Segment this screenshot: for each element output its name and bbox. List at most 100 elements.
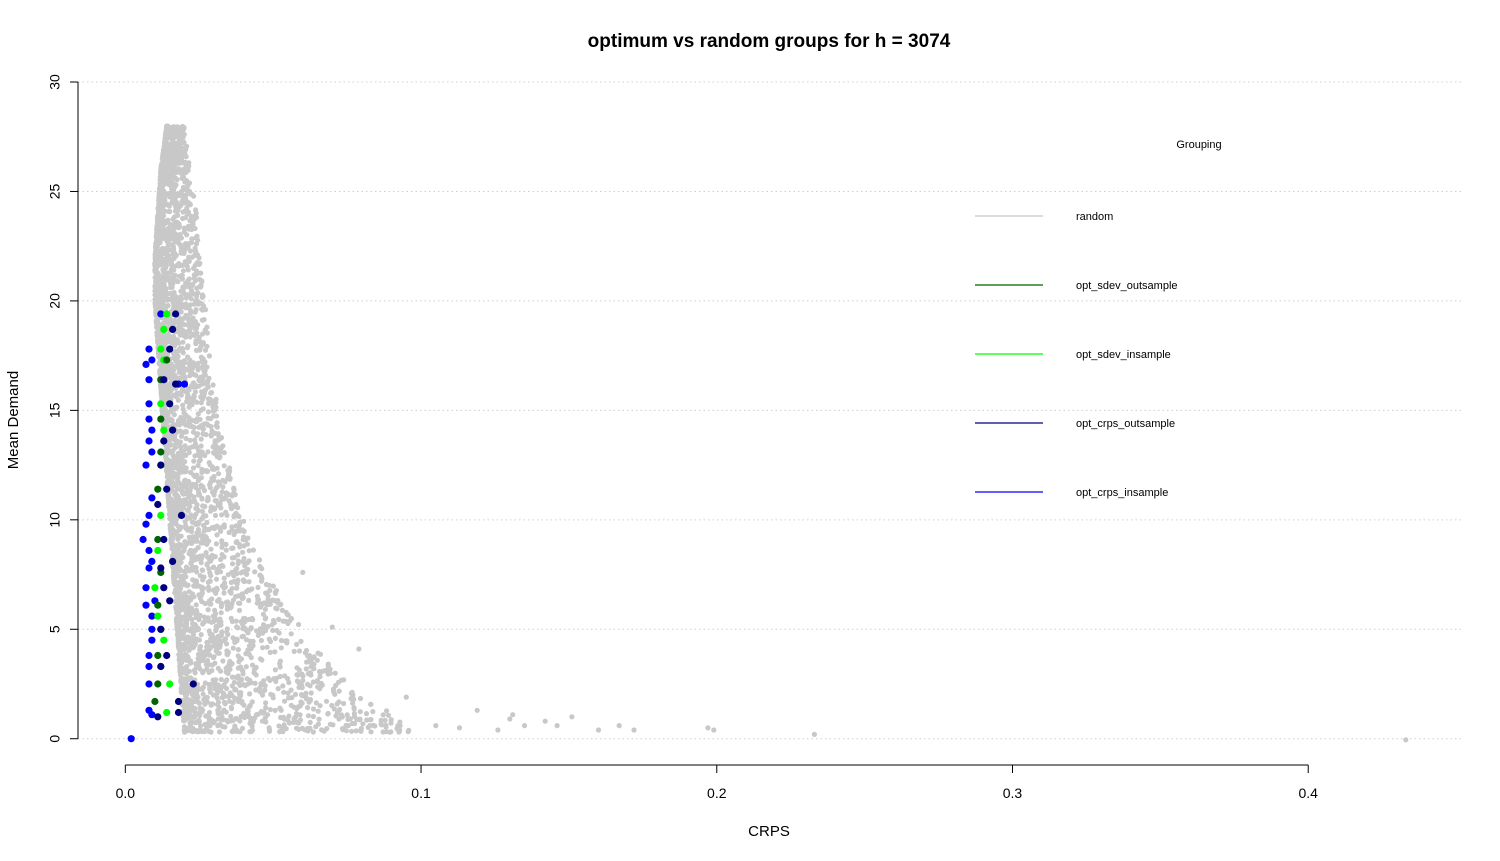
point-opt_crps_outsample bbox=[157, 564, 165, 572]
point-opt_sdev_outsample bbox=[157, 415, 165, 423]
random-point bbox=[225, 631, 231, 638]
random-point bbox=[178, 203, 184, 209]
random-point bbox=[187, 302, 193, 308]
random-point bbox=[157, 185, 163, 191]
random-point bbox=[306, 653, 313, 659]
random-point bbox=[167, 208, 173, 215]
random-point bbox=[160, 366, 166, 372]
random-point bbox=[201, 303, 207, 309]
random-point bbox=[178, 601, 184, 607]
random-point bbox=[348, 696, 354, 702]
random-point bbox=[249, 723, 255, 729]
random-point bbox=[210, 692, 217, 698]
random-point bbox=[245, 535, 251, 541]
random-point bbox=[185, 223, 191, 229]
random-point bbox=[157, 289, 163, 295]
random-point bbox=[186, 258, 192, 264]
random-point bbox=[176, 327, 183, 333]
random-point bbox=[240, 549, 246, 555]
random-point bbox=[165, 332, 171, 338]
random-point bbox=[221, 450, 227, 456]
random-point bbox=[186, 449, 192, 456]
random-point bbox=[332, 691, 338, 697]
random-point bbox=[163, 286, 169, 292]
random-point bbox=[198, 560, 204, 566]
random-point bbox=[211, 492, 217, 498]
random-point bbox=[171, 412, 177, 418]
random-point bbox=[153, 288, 160, 294]
random-point bbox=[191, 371, 197, 378]
random-point bbox=[183, 574, 189, 580]
random-point bbox=[187, 311, 193, 317]
point-opt_crps_outsample bbox=[169, 426, 177, 434]
random-point bbox=[208, 546, 214, 552]
random-point bbox=[259, 657, 265, 663]
random-point bbox=[631, 727, 637, 733]
random-point bbox=[286, 679, 292, 686]
random-point bbox=[339, 714, 345, 720]
random-point bbox=[258, 637, 264, 644]
random-point bbox=[230, 700, 236, 706]
random-point bbox=[384, 708, 390, 714]
random-point bbox=[183, 241, 189, 247]
random-point bbox=[276, 616, 282, 623]
random-point bbox=[235, 625, 241, 631]
random-point bbox=[180, 652, 186, 658]
random-point bbox=[199, 533, 205, 539]
random-point bbox=[322, 668, 328, 674]
random-point bbox=[270, 627, 276, 634]
point-opt_crps_outsample bbox=[157, 662, 165, 671]
random-point bbox=[282, 698, 288, 704]
random-point bbox=[292, 691, 299, 698]
random-point bbox=[217, 644, 223, 651]
random-point bbox=[221, 524, 227, 530]
random-point bbox=[213, 423, 219, 429]
random-point bbox=[255, 584, 261, 591]
random-point bbox=[195, 699, 201, 705]
random-point bbox=[277, 705, 283, 711]
random-point bbox=[235, 558, 241, 564]
random-point bbox=[294, 641, 300, 648]
random-point bbox=[166, 471, 172, 477]
random-point bbox=[175, 279, 181, 285]
random-point bbox=[157, 240, 163, 246]
random-point bbox=[183, 452, 189, 458]
random-point bbox=[211, 719, 218, 725]
random-point bbox=[186, 423, 192, 429]
random-point bbox=[296, 621, 302, 628]
random-point bbox=[174, 598, 180, 604]
random-point bbox=[172, 482, 178, 488]
random-point bbox=[172, 221, 178, 227]
random-point bbox=[181, 481, 187, 487]
random-point bbox=[199, 449, 205, 455]
random-point bbox=[175, 593, 181, 600]
random-point bbox=[176, 144, 182, 150]
random-point bbox=[181, 547, 187, 554]
random-point bbox=[174, 124, 180, 130]
random-point bbox=[227, 690, 233, 696]
random-point bbox=[206, 714, 212, 721]
point-opt_crps_outsample bbox=[160, 376, 168, 384]
random-point bbox=[193, 340, 199, 346]
random-point bbox=[184, 627, 190, 633]
random-point bbox=[181, 321, 187, 328]
random-point bbox=[164, 443, 170, 449]
random-point bbox=[235, 653, 241, 659]
random-point bbox=[217, 640, 223, 646]
random-point bbox=[209, 701, 215, 707]
random-point bbox=[174, 562, 180, 568]
random-point bbox=[257, 604, 264, 610]
point-opt_crps_insample bbox=[145, 345, 153, 353]
random-point bbox=[176, 466, 182, 472]
random-point bbox=[209, 668, 215, 674]
point-opt_sdev_outsample bbox=[154, 535, 162, 544]
random-point bbox=[232, 695, 238, 701]
random-point bbox=[169, 477, 175, 483]
random-point bbox=[220, 717, 226, 723]
random-point bbox=[272, 707, 278, 714]
random-point bbox=[249, 699, 255, 705]
y-tick-label-4: 20 bbox=[47, 293, 63, 309]
random-point bbox=[159, 209, 165, 215]
random-point bbox=[191, 583, 197, 589]
random-point bbox=[190, 621, 196, 627]
